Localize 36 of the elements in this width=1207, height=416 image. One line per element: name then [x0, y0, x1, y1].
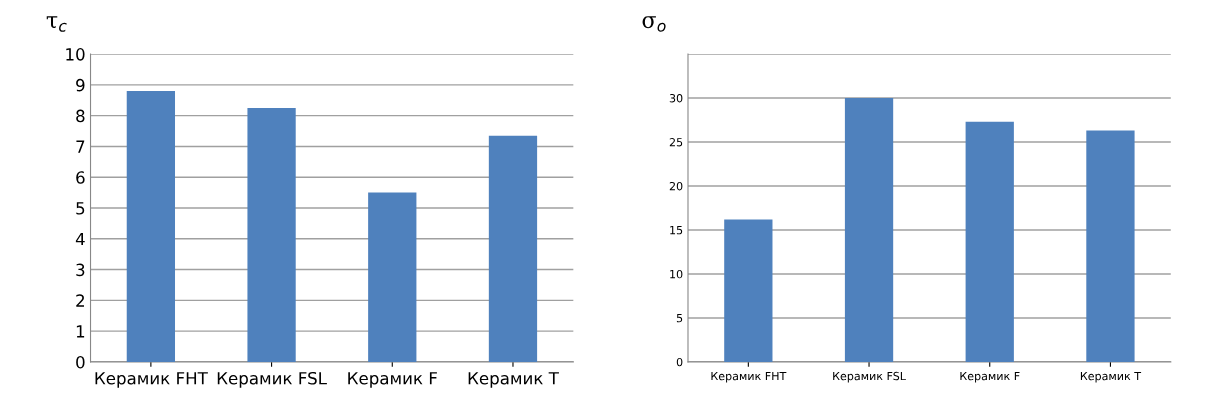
y-tick-label: 0 — [676, 357, 683, 367]
y-tick-label: 9 — [76, 78, 85, 92]
y-tick-label: 10 — [66, 48, 85, 61]
y-axis-title: τ$_{c}$ — [46, 16, 67, 32]
bar — [368, 192, 417, 362]
y-tick-label: 0 — [76, 355, 85, 369]
x-tick-label: Керамик FSL — [833, 371, 906, 383]
x-tick-label: Керамик F — [960, 371, 1020, 383]
y-tick-label: 5 — [76, 202, 85, 215]
bar — [724, 219, 773, 362]
bar — [247, 107, 296, 362]
y-tick-label: 1 — [76, 325, 85, 338]
bar — [844, 98, 894, 362]
x-tick-label: Керамик T — [468, 372, 559, 388]
y-axis-title: σ$_{o}$ — [642, 16, 666, 32]
x-tick-label: Керамик F — [348, 372, 437, 388]
y-tick-label: 8 — [76, 109, 85, 123]
y-tick-label: 6 — [76, 171, 85, 184]
x-tick-label: Керамик FHT — [711, 371, 787, 383]
y-tick-label: 15 — [670, 226, 683, 235]
y-tick-label: 20 — [669, 181, 683, 191]
bar — [1086, 130, 1135, 362]
y-tick-label: 10 — [670, 269, 683, 279]
bar — [488, 135, 538, 362]
y-tick-label: 3 — [76, 263, 85, 277]
x-tick-label: Керамик FHT — [95, 372, 208, 388]
x-tick-label: Керамик FSL — [217, 371, 327, 388]
bar — [126, 91, 176, 362]
y-tick-label: 30 — [669, 94, 683, 103]
y-tick-label: 5 — [676, 314, 683, 323]
y-tick-label: 2 — [76, 294, 84, 307]
y-tick-label: 7 — [76, 140, 85, 153]
x-tick-label: Керамик T — [1080, 371, 1142, 383]
y-tick-label: 25 — [669, 138, 683, 147]
bar — [965, 121, 1014, 362]
y-tick-label: 4 — [75, 232, 85, 246]
